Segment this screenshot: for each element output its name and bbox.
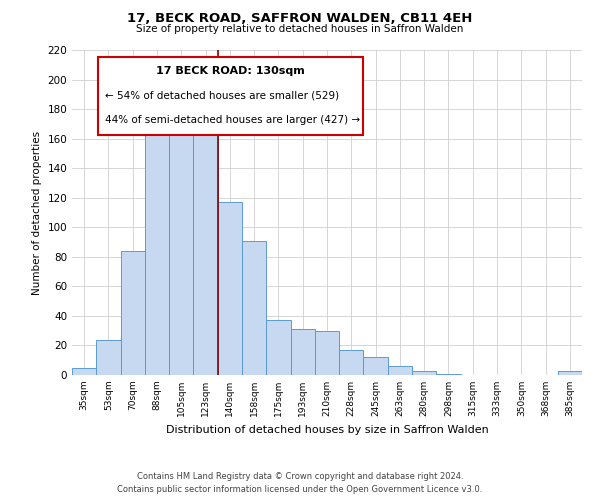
Bar bbox=[290, 329, 315, 375]
Bar bbox=[266, 320, 290, 375]
Bar bbox=[364, 358, 388, 375]
X-axis label: Distribution of detached houses by size in Saffron Walden: Distribution of detached houses by size … bbox=[166, 424, 488, 434]
Bar bbox=[145, 108, 169, 375]
FancyBboxPatch shape bbox=[97, 56, 363, 134]
Text: 17 BECK ROAD: 130sqm: 17 BECK ROAD: 130sqm bbox=[156, 66, 304, 76]
Bar bbox=[315, 330, 339, 375]
Bar bbox=[121, 251, 145, 375]
Text: Size of property relative to detached houses in Saffron Walden: Size of property relative to detached ho… bbox=[136, 24, 464, 34]
Bar bbox=[412, 370, 436, 375]
Bar bbox=[558, 370, 582, 375]
Bar bbox=[218, 202, 242, 375]
Text: Contains HM Land Registry data © Crown copyright and database right 2024.
Contai: Contains HM Land Registry data © Crown c… bbox=[118, 472, 482, 494]
Bar bbox=[388, 366, 412, 375]
Bar bbox=[96, 340, 121, 375]
Bar bbox=[436, 374, 461, 375]
Text: 17, BECK ROAD, SAFFRON WALDEN, CB11 4EH: 17, BECK ROAD, SAFFRON WALDEN, CB11 4EH bbox=[127, 12, 473, 26]
Text: ← 54% of detached houses are smaller (529): ← 54% of detached houses are smaller (52… bbox=[105, 90, 339, 101]
Y-axis label: Number of detached properties: Number of detached properties bbox=[32, 130, 42, 294]
Bar bbox=[242, 240, 266, 375]
Text: 44% of semi-detached houses are larger (427) →: 44% of semi-detached houses are larger (… bbox=[105, 116, 360, 126]
Bar bbox=[339, 350, 364, 375]
Bar bbox=[193, 131, 218, 375]
Bar bbox=[169, 120, 193, 375]
Bar bbox=[72, 368, 96, 375]
